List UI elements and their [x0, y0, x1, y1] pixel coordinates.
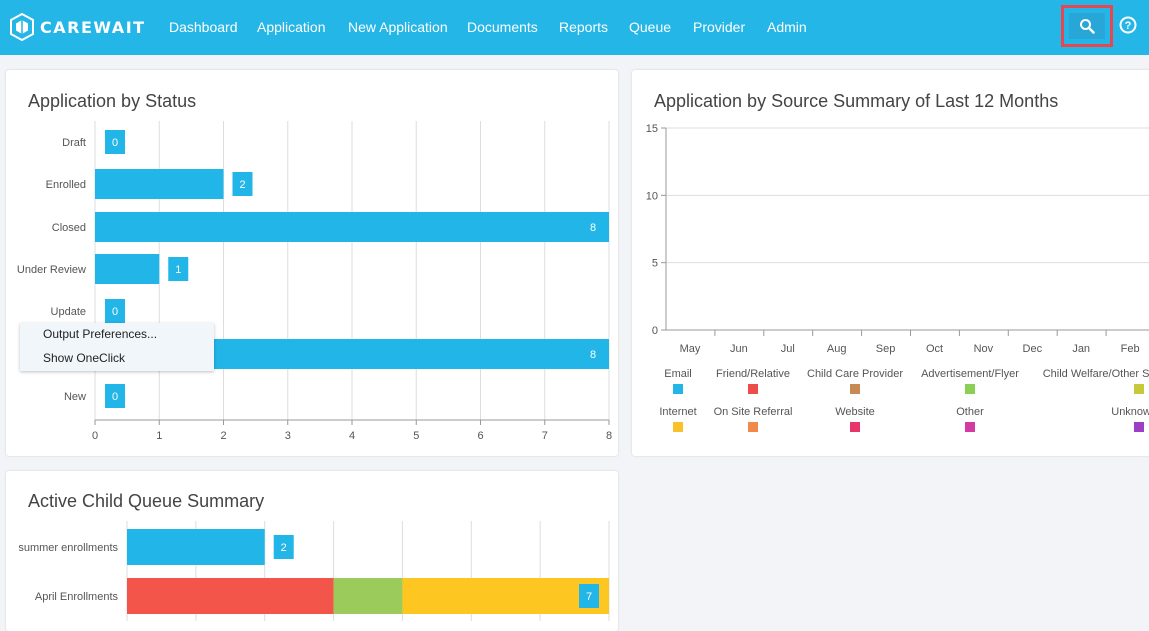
status-category-label: New [64, 391, 86, 403]
source-legend-swatch [850, 384, 860, 394]
status-bar-value-label: 8 [590, 349, 596, 361]
nav-admin[interactable]: Admin [767, 19, 807, 35]
source-legend-swatch [1134, 384, 1144, 394]
carewait-logo-icon [10, 13, 34, 41]
source-legend-label: Child Care Provider [807, 368, 903, 380]
search-icon [1080, 19, 1095, 34]
status-x-tick-label: 8 [606, 430, 612, 442]
source-card-title: Application by Source Summary of Last 12… [654, 91, 1059, 111]
source-legend-label: Unknow [1111, 406, 1149, 418]
status-bar [95, 254, 160, 284]
queue-category-label: April Enrollments [35, 591, 119, 603]
nav-new-application[interactable]: New Application [348, 19, 448, 35]
source-legend-label: Other [956, 406, 984, 418]
nav-provider[interactable]: Provider [693, 19, 746, 35]
status-bar-value-label: 1 [175, 264, 181, 276]
logo[interactable]: CAREWAIT [10, 13, 146, 41]
source-legend-swatch [965, 384, 975, 394]
nav-reports[interactable]: Reports [559, 19, 609, 35]
status-category-label: Update [51, 306, 86, 318]
status-bar-value-label: 2 [239, 179, 245, 191]
source-y-tick-label: 10 [646, 190, 658, 202]
show-oneclick-menu-item[interactable]: Show OneClick [43, 351, 126, 365]
queue-bar-segment [402, 578, 609, 614]
status-x-tick-label: 0 [92, 430, 98, 442]
status-bar-value-label-box [105, 299, 125, 323]
queue-bar-value-label-box [273, 535, 294, 559]
status-bar-value-label: 8 [590, 222, 596, 234]
source-month-label: Jan [1072, 343, 1090, 355]
queue-bar-segment [127, 529, 265, 565]
source-month-label: Dec [1023, 343, 1043, 355]
source-legend-label: Friend/Relative [716, 368, 790, 380]
status-bar-value-label: 0 [112, 306, 118, 318]
source-legend-label: Internet [659, 406, 696, 418]
status-category-label: Enrolled [46, 179, 86, 191]
source-legend-label: Child Welfare/Other Sc [1043, 368, 1149, 380]
source-month-label: Feb [1121, 343, 1140, 355]
nav-application[interactable]: Application [257, 19, 326, 35]
status-bar-value-label-box [105, 130, 125, 154]
source-month-label: May [680, 343, 701, 355]
status-category-label: Closed [52, 222, 86, 234]
status-bar [95, 212, 609, 242]
status-x-tick-label: 1 [156, 430, 162, 442]
status-bar-value-label-box [105, 384, 125, 408]
queue-category-label: summer enrollments [18, 542, 118, 554]
status-bar-value-label: 0 [112, 137, 118, 149]
status-x-tick-label: 5 [413, 430, 419, 442]
svg-text:?: ? [1125, 20, 1132, 32]
queue-bar-segment [127, 578, 334, 614]
status-bar-value-label: 0 [112, 391, 118, 403]
source-month-label: Aug [827, 343, 847, 355]
source-legend-swatch [850, 422, 860, 432]
queue-bar-value-label: 2 [281, 542, 287, 554]
source-legend-label: Email [664, 368, 692, 380]
source-legend-label: On Site Referral [714, 406, 793, 418]
status-category-label: Draft [62, 137, 86, 149]
status-category-label: Under Review [17, 264, 86, 276]
source-legend-swatch [965, 422, 975, 432]
queue-card-title: Active Child Queue Summary [28, 491, 265, 511]
status-x-tick-label: 2 [220, 430, 226, 442]
status-x-tick-label: 7 [542, 430, 548, 442]
source-legend-swatch [748, 422, 758, 432]
chart-context-menu: Output Preferences... Show OneClick [20, 323, 214, 371]
source-month-label: Oct [926, 343, 943, 355]
queue-bar-segment [333, 578, 403, 614]
queue-bar-value-label: 7 [586, 591, 592, 603]
nav-dashboard[interactable]: Dashboard [169, 19, 238, 35]
nav-queue[interactable]: Queue [629, 19, 672, 35]
status-bar-value-label-box [232, 172, 253, 196]
source-chart: 0 5 10 15 May Jun Jul Aug Sep Oct Nov Dec Jan Feb Emai… [646, 123, 1149, 432]
top-navbar: CAREWAIT Dashboard Application New Appli… [0, 0, 1149, 55]
source-month-label: Jul [781, 343, 795, 355]
source-legend-swatch [673, 384, 683, 394]
source-legend-label: Website [835, 406, 875, 418]
queue-chart: summer enrollments 2 April Enrollments 7 [18, 521, 610, 621]
source-legend-swatch [673, 422, 683, 432]
source-legend-label: Advertisement/Flyer [921, 368, 1019, 380]
search-highlight [1061, 5, 1113, 47]
brand-name: CAREWAIT [40, 17, 146, 37]
source-month-label: Jun [730, 343, 748, 355]
source-month-label: Sep [876, 343, 896, 355]
source-y-tick-label: 15 [646, 123, 658, 135]
search-button[interactable] [1069, 13, 1105, 39]
status-x-tick-label: 4 [349, 430, 355, 442]
status-x-tick-label: 3 [285, 430, 291, 442]
status-x-tick-label: 6 [477, 430, 483, 442]
status-card-title: Application by Status [28, 91, 197, 111]
source-y-tick-label: 5 [652, 258, 658, 270]
source-y-tick-label: 0 [652, 325, 658, 337]
queue-bar-value-label-box [579, 584, 599, 608]
source-legend-swatch [1134, 422, 1144, 432]
nav-documents[interactable]: Documents [467, 19, 538, 35]
status-bar-value-label-box [168, 257, 189, 281]
status-bar [95, 169, 224, 199]
output-preferences-menu-item[interactable]: Output Preferences... [43, 327, 158, 341]
help-icon[interactable]: ? [1119, 16, 1137, 34]
source-legend-swatch [748, 384, 758, 394]
source-month-label: Nov [974, 343, 994, 355]
